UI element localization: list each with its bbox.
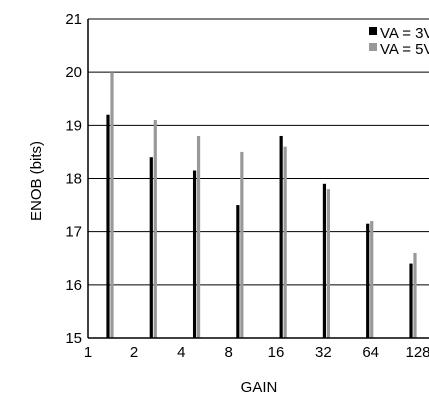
y-tick-label: 21: [65, 11, 82, 28]
bar-va-5v: [326, 189, 331, 338]
x-tick-label: 4: [177, 344, 185, 361]
y-tick-label: 17: [65, 224, 82, 241]
y-tick-label: 15: [65, 330, 82, 347]
x-tick-label: 32: [315, 344, 332, 361]
tick-labels: 15 16 17 18 19 20 21 1 2 4 8 16 32 64 128: [65, 11, 429, 361]
x-tick-label: 128: [405, 344, 429, 361]
legend: VA = 3V VA = 5V: [369, 25, 429, 58]
y-tick-label: 18: [65, 171, 82, 188]
bar-va-5v: [283, 146, 287, 338]
bar-va-5v: [413, 252, 417, 338]
bar-va-3v: [236, 205, 240, 338]
bar-va-5v: [240, 151, 244, 338]
y-tick-label: 19: [65, 117, 82, 134]
x-axis-title: GAIN: [241, 379, 278, 396]
axes: [87, 19, 429, 339]
bar-va-5v: [196, 135, 201, 338]
bar-va-3v: [366, 223, 370, 338]
legend-label-va-5v: VA = 5V: [380, 41, 429, 58]
y-axis-title: ENOB (bits): [28, 141, 45, 221]
bar-va-3v: [322, 183, 327, 338]
legend-swatch-va-5v: [369, 43, 377, 51]
x-tick-label: 2: [130, 344, 138, 361]
bar-va-5v: [370, 221, 374, 338]
x-tick-label: 64: [362, 344, 379, 361]
bar-va-5v: [110, 72, 114, 339]
x-tick-label: 1: [84, 344, 92, 361]
bar-va-3v: [106, 114, 110, 338]
bar-va-3v: [279, 135, 283, 338]
legend-swatch-va-3v: [369, 27, 377, 35]
bar-va-5v: [153, 120, 157, 339]
bars: [106, 72, 417, 339]
bar-va-3v: [149, 157, 153, 338]
x-tick-label: 8: [224, 344, 232, 361]
legend-label-va-3v: VA = 3V: [380, 25, 429, 42]
grid-lines: [88, 18, 429, 286]
y-tick-label: 20: [65, 64, 82, 81]
bar-va-3v: [192, 170, 197, 338]
y-tick-label: 16: [65, 277, 82, 294]
x-tick-label: 16: [268, 344, 285, 361]
bar-va-3v: [409, 263, 413, 338]
